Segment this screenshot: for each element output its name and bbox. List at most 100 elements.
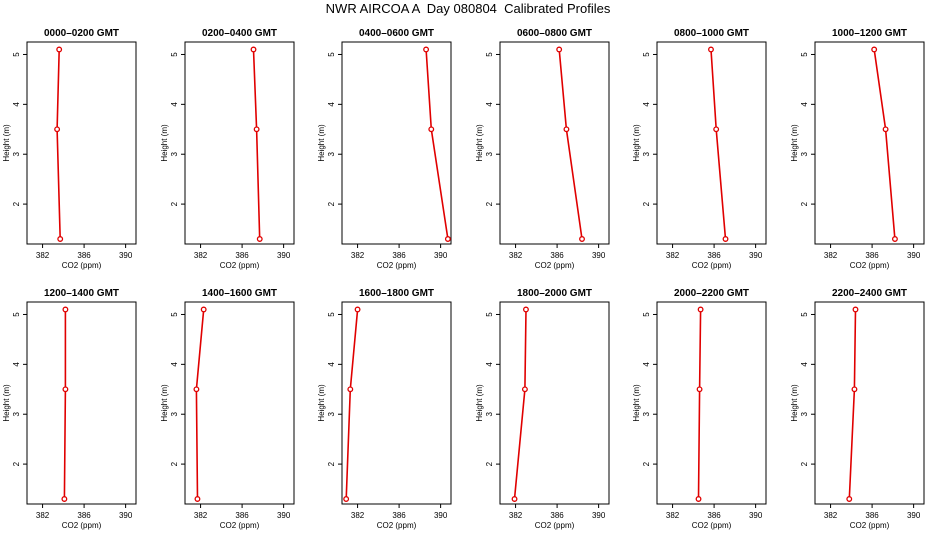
plot-frame: [499, 41, 610, 245]
y-axis-label: Height (m): [2, 124, 11, 162]
x-tick-label: 390: [592, 251, 606, 260]
profile-point: [354, 306, 361, 313]
profile-point: [511, 496, 518, 502]
panel-title: 1400–1600 GMT: [202, 288, 277, 299]
panel-title: 0400–0600 GMT: [359, 28, 434, 39]
profile-point: [194, 496, 201, 502]
x-tick-label: 386: [865, 251, 879, 260]
plot-frame: [184, 41, 295, 245]
x-tick-label: 382: [351, 251, 365, 260]
plot-frame: [814, 301, 925, 505]
x-tick-label: 382: [36, 251, 50, 260]
profile-panel: 1400–1600 GMT 382 386 390 2 3 4 5 CO2 (ppm) Heigh…: [160, 288, 295, 530]
y-tick-label: 5: [485, 52, 494, 57]
y-tick-label: 4: [327, 362, 336, 367]
y-axis-label: Height (m): [160, 124, 169, 162]
x-tick-label: 390: [907, 511, 921, 520]
x-tick-label: 390: [592, 511, 606, 520]
profile-panel: 1200–1400 GMT 382 386 390 2 3 4 5 CO2 (ppm) Heigh…: [2, 288, 137, 530]
y-tick-label: 2: [170, 201, 179, 206]
x-tick-label: 382: [194, 511, 208, 520]
y-tick-label: 5: [12, 312, 21, 317]
profile-point: [891, 236, 898, 242]
y-axis-label: Height (m): [160, 384, 169, 422]
y-tick-label: 3: [485, 411, 494, 416]
chart-main-title: NWR AIRCOA A Day 080804 Calibrated Profi…: [325, 1, 611, 16]
x-axis-label: CO2 (ppm): [535, 521, 575, 530]
profile-line: [873, 49, 896, 240]
x-tick-label: 390: [907, 251, 921, 260]
profile-point: [871, 46, 878, 53]
profile-point: [54, 126, 61, 133]
profile-point: [57, 236, 64, 242]
profile-line: [697, 309, 702, 500]
y-tick-label: 5: [800, 52, 809, 57]
x-axis-label: CO2 (ppm): [850, 261, 890, 270]
profile-panel: 1600–1800 GMT 382 386 390 2 3 4 5 CO2 (ppm) Heigh…: [317, 288, 452, 530]
panel-title: 0800–1000 GMT: [674, 28, 749, 39]
x-tick-label: 386: [550, 251, 564, 260]
y-tick-label: 2: [485, 201, 494, 206]
x-tick-label: 386: [392, 251, 406, 260]
x-tick-label: 386: [707, 251, 721, 260]
x-tick-label: 386: [235, 251, 249, 260]
profile-point: [423, 46, 430, 53]
profile-point: [713, 126, 720, 133]
x-tick-label: 382: [824, 511, 838, 520]
y-tick-label: 3: [12, 411, 21, 416]
y-tick-label: 4: [485, 102, 494, 107]
y-axis-label: Height (m): [317, 124, 326, 162]
y-tick-label: 5: [642, 52, 651, 57]
x-axis-label: CO2 (ppm): [377, 521, 417, 530]
y-tick-label: 4: [642, 362, 651, 367]
profile-panel: 2000–2200 GMT 382 386 390 2 3 4 5 CO2 (ppm) Heigh…: [632, 288, 767, 530]
panel-title: 1800–2000 GMT: [517, 288, 592, 299]
x-tick-label: 382: [509, 251, 523, 260]
panel-title: 2200–2400 GMT: [832, 288, 907, 299]
profile-line: [425, 49, 449, 240]
profile-point: [256, 236, 263, 242]
x-tick-label: 390: [749, 251, 763, 260]
x-axis-label: CO2 (ppm): [62, 521, 102, 530]
profile-point: [563, 126, 570, 133]
y-tick-label: 3: [327, 151, 336, 156]
profile-point: [708, 46, 714, 53]
y-tick-label: 2: [327, 201, 336, 206]
profile-line: [56, 49, 61, 240]
y-tick-label: 5: [327, 52, 336, 57]
y-tick-label: 2: [642, 201, 651, 206]
y-tick-label: 2: [327, 461, 336, 466]
profile-point: [62, 306, 69, 313]
profile-point: [428, 126, 435, 133]
y-tick-label: 5: [12, 52, 21, 57]
y-tick-label: 4: [12, 102, 21, 107]
x-tick-label: 382: [36, 511, 50, 520]
profile-panel: 0200–0400 GMT 382 386 390 2 3 4 5 CO2 (ppm) Heigh…: [160, 28, 295, 270]
y-tick-label: 5: [642, 312, 651, 317]
y-tick-label: 4: [485, 362, 494, 367]
x-tick-label: 390: [749, 511, 763, 520]
profile-point: [61, 496, 68, 502]
y-tick-label: 4: [170, 362, 179, 367]
x-axis-label: CO2 (ppm): [535, 261, 575, 270]
panel-title: 0600–0800 GMT: [517, 28, 592, 39]
y-tick-label: 3: [642, 411, 651, 416]
profile-point: [697, 306, 704, 313]
profile-point: [696, 386, 703, 393]
panel-title: 1600–1800 GMT: [359, 288, 434, 299]
y-axis-label: Height (m): [632, 384, 641, 422]
profile-point: [343, 496, 350, 502]
profile-line: [63, 309, 67, 500]
y-tick-label: 3: [170, 411, 179, 416]
profile-panel: 1800–2000 GMT 382 386 390 2 3 4 5 CO2 (ppm) Heigh…: [475, 288, 610, 530]
y-tick-label: 2: [485, 461, 494, 466]
y-tick-label: 2: [642, 461, 651, 466]
profile-panel: 0600–0800 GMT 382 386 390 2 3 4 5 CO2 (ppm) Heigh…: [475, 28, 610, 270]
y-axis-label: Height (m): [2, 384, 11, 422]
profile-point: [556, 46, 563, 53]
y-tick-label: 2: [12, 461, 21, 466]
profile-point: [62, 386, 69, 393]
y-axis-label: Height (m): [475, 384, 484, 422]
y-axis-label: Height (m): [317, 384, 326, 422]
